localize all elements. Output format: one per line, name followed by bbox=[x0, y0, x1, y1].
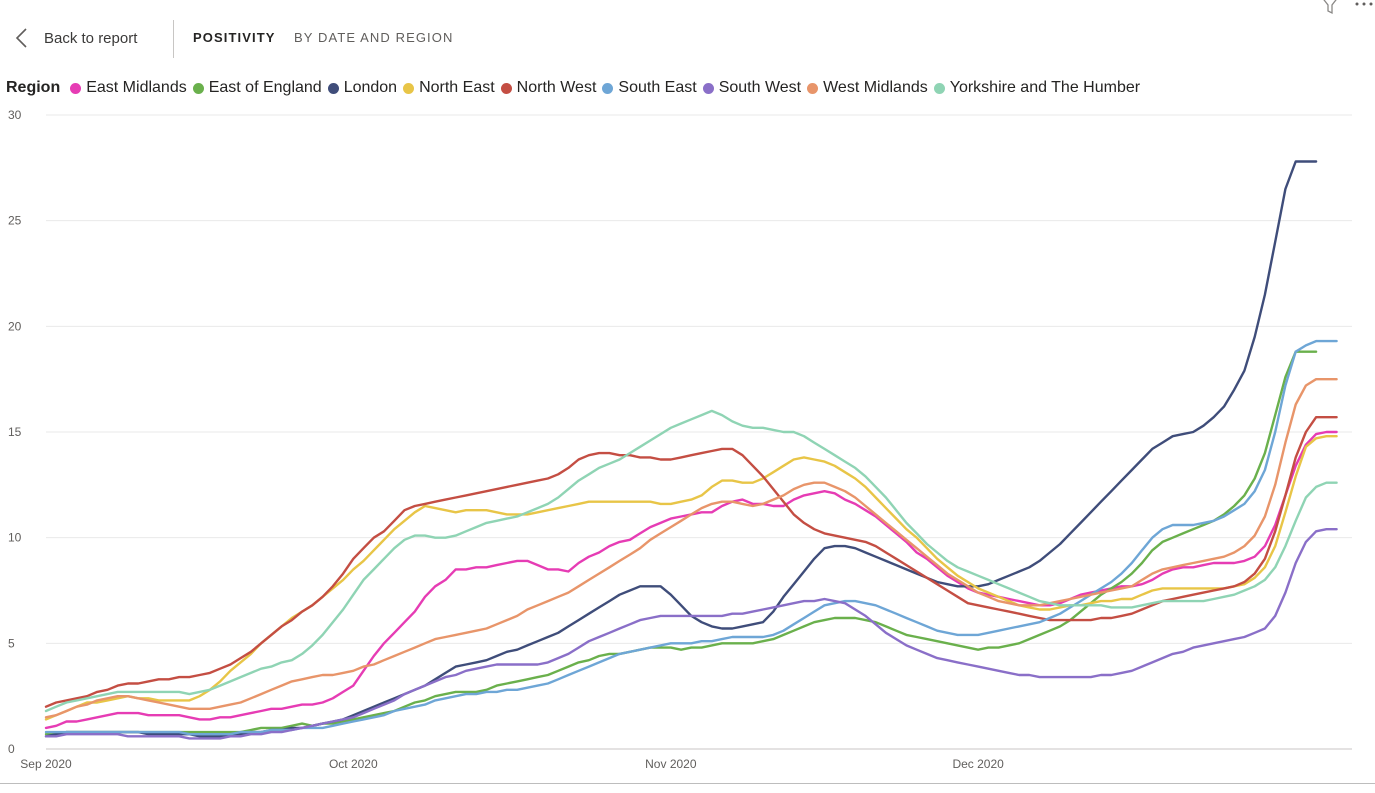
legend-title: Region bbox=[6, 79, 61, 96]
series-line bbox=[44, 409, 1338, 713]
y-tick-label: 30 bbox=[8, 108, 22, 122]
legend-marker bbox=[702, 82, 714, 94]
legend-marker bbox=[70, 82, 82, 94]
x-tick-label: Oct 2020 bbox=[329, 757, 378, 771]
chart-legend: Region East Midlands East of England Londo… bbox=[6, 77, 1146, 99]
legend-marker bbox=[500, 82, 512, 94]
legend-label: East of England bbox=[208, 79, 322, 96]
legend-marker bbox=[933, 82, 945, 94]
series-line bbox=[44, 378, 1338, 719]
legend-item[interactable]: East Midlands bbox=[70, 79, 187, 97]
legend-item[interactable]: East of England bbox=[192, 79, 322, 97]
tab-by-date-and-region[interactable]: BY DATE AND REGION bbox=[294, 30, 454, 45]
legend-marker bbox=[602, 82, 614, 94]
legend-marker bbox=[192, 82, 204, 94]
visual-header-icons bbox=[1319, 0, 1375, 21]
legend-label: East Midlands bbox=[86, 79, 187, 96]
more-options-icon[interactable] bbox=[1353, 0, 1375, 21]
filter-icon[interactable] bbox=[1319, 0, 1341, 21]
legend-item[interactable]: Yorkshire and The Humber bbox=[933, 79, 1141, 97]
legend-marker bbox=[807, 82, 819, 94]
y-tick-label: 10 bbox=[8, 531, 22, 545]
legend-label: North East bbox=[419, 79, 495, 96]
legend-marker bbox=[403, 82, 415, 94]
legend-marker bbox=[327, 82, 339, 94]
back-to-report-button[interactable]: Back to report bbox=[14, 22, 137, 54]
legend-item[interactable]: North East bbox=[403, 79, 495, 97]
legend-label: London bbox=[343, 79, 398, 96]
chevron-left-icon bbox=[14, 27, 28, 49]
legend-label: Yorkshire and The Humber bbox=[949, 79, 1141, 96]
bottom-border bbox=[0, 783, 1375, 784]
header-divider bbox=[173, 20, 174, 58]
legend-item[interactable]: West Midlands bbox=[807, 79, 928, 97]
series-line bbox=[44, 339, 1338, 736]
series-line bbox=[44, 528, 1338, 740]
top-bar: Back to report POSITIVITY BY DATE AND RE… bbox=[0, 0, 1375, 76]
positivity-line-chart: 0 5 10 15 20 25 30 Sep 2020 Oct 2020 Nov 2020 Dec … bbox=[8, 108, 1352, 771]
tab-positivity[interactable]: POSITIVITY bbox=[193, 30, 276, 45]
y-tick-label: 25 bbox=[8, 214, 22, 228]
series-line bbox=[44, 416, 1338, 708]
legend-label: South East bbox=[618, 79, 697, 96]
legend-item[interactable]: South East bbox=[602, 79, 697, 97]
back-to-report-label: Back to report bbox=[44, 29, 138, 47]
y-tick-label: 15 bbox=[8, 425, 22, 439]
y-tick-label: 20 bbox=[8, 319, 22, 333]
series-line bbox=[44, 350, 1318, 736]
legend-label: West Midlands bbox=[823, 79, 928, 96]
legend-item[interactable]: London bbox=[327, 79, 398, 97]
x-tick-label: Dec 2020 bbox=[952, 757, 1004, 771]
legend-item[interactable]: North West bbox=[500, 79, 597, 97]
legend-item[interactable]: South West bbox=[702, 79, 802, 97]
x-tick-label: Nov 2020 bbox=[645, 757, 697, 771]
legend-label: South West bbox=[718, 79, 802, 96]
x-tick-label: Sep 2020 bbox=[20, 757, 72, 771]
legend-label: North West bbox=[516, 79, 597, 96]
y-tick-label: 5 bbox=[8, 636, 15, 650]
y-tick-label: 0 bbox=[8, 742, 15, 756]
